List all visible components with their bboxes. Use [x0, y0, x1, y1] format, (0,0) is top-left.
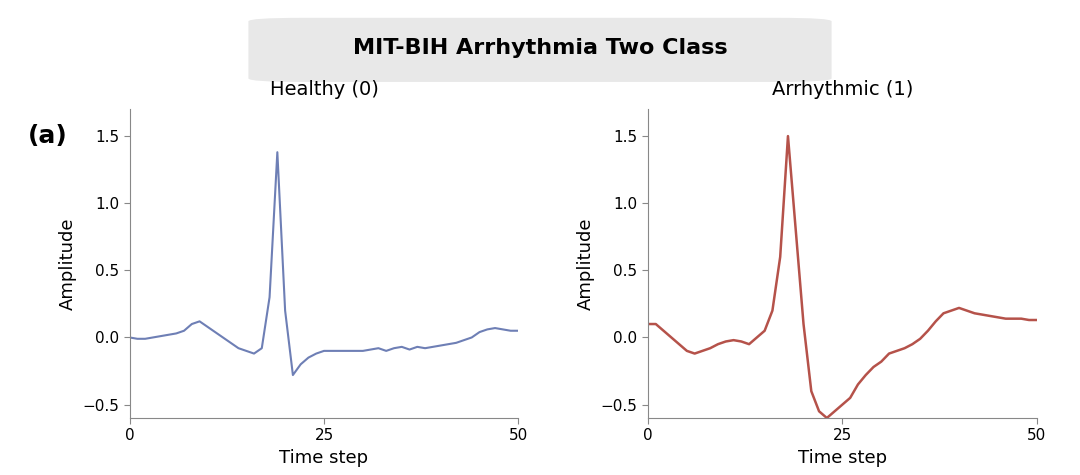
X-axis label: Time step: Time step [280, 449, 368, 467]
FancyBboxPatch shape [248, 18, 832, 82]
Y-axis label: Amplitude: Amplitude [58, 218, 77, 310]
Title: Arrhythmic (1): Arrhythmic (1) [772, 80, 913, 99]
Text: (a): (a) [28, 124, 67, 148]
X-axis label: Time step: Time step [798, 449, 887, 467]
Title: Healthy (0): Healthy (0) [270, 80, 378, 99]
Text: MIT-BIH Arrhythmia Two Class: MIT-BIH Arrhythmia Two Class [353, 38, 727, 58]
Y-axis label: Amplitude: Amplitude [577, 218, 595, 310]
